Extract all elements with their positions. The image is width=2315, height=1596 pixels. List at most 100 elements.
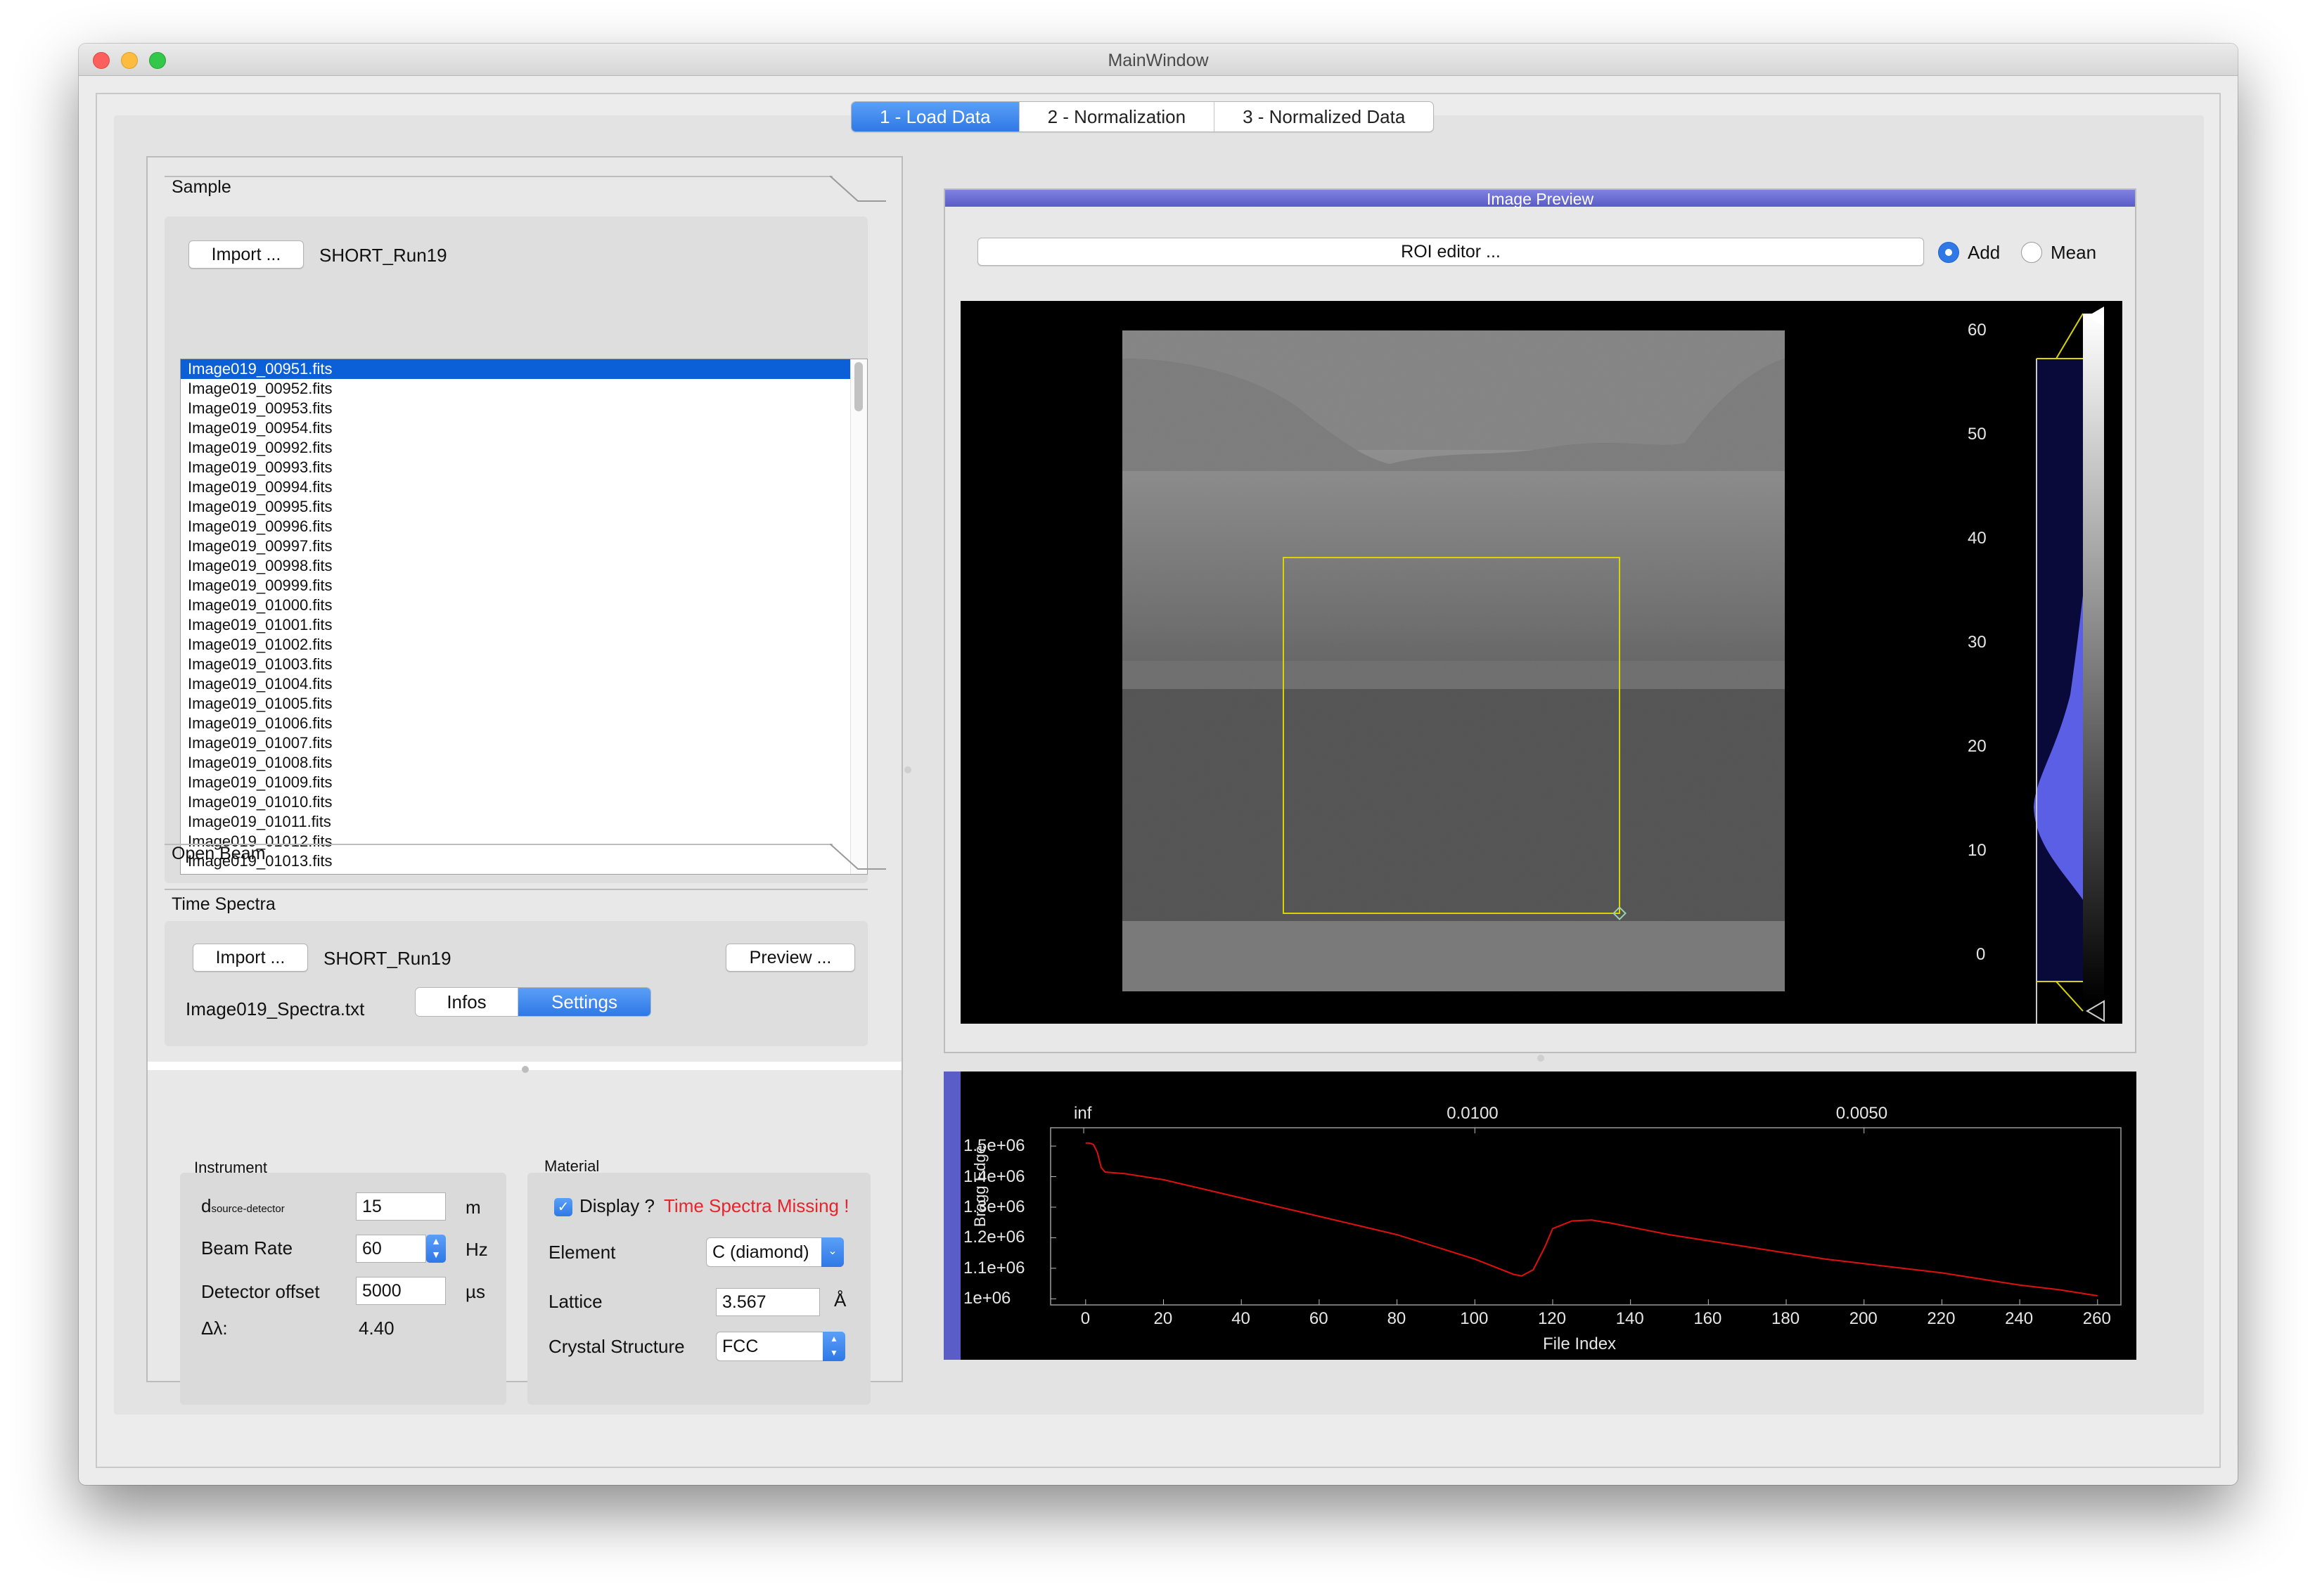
top-axis-tick-label: 0.0050	[1835, 1104, 1888, 1123]
list-item[interactable]: Image019_00953.fits	[188, 399, 333, 417]
list-item[interactable]: Image019_00993.fits	[188, 458, 333, 476]
list-item[interactable]: Image019_01002.fits	[188, 636, 333, 653]
add-mode-radio[interactable]	[1938, 242, 1959, 263]
sample-run-name: SHORT_Run19	[319, 245, 447, 266]
file-list-scroll-track[interactable]	[850, 359, 867, 874]
list-item[interactable]: Image019_00951.fits	[181, 359, 867, 379]
bragg-edge-plot[interactable]: 0 20 40 60 80 100 120 140 160 180 200 220 240 260 1.5e…	[944, 1071, 2136, 1360]
window-title: MainWindow	[1108, 51, 1209, 70]
tab-load-data[interactable]: 1 - Load Data	[852, 102, 1020, 131]
list-item[interactable]: Image019_00954.fits	[188, 419, 333, 437]
list-item[interactable]: Image019_00995.fits	[188, 498, 333, 515]
crystal-structure-select[interactable]: FCC ▲ ▼	[716, 1332, 845, 1361]
sample-header-line	[165, 176, 833, 177]
crystal-structure-value: FCC	[722, 1337, 759, 1356]
list-item[interactable]: Image019_01009.fits	[188, 773, 333, 791]
x-tick-label: 20	[1153, 1309, 1173, 1328]
list-item[interactable]: Image019_01008.fits	[188, 754, 333, 771]
bragg-edge-series-line	[1085, 1142, 2098, 1296]
list-item[interactable]: Image019_01006.fits	[188, 714, 333, 732]
list-item[interactable]: Image019_01010.fits	[188, 793, 333, 811]
top-axis-tick-label: inf	[1074, 1104, 1092, 1123]
detector-offset-input[interactable]: 5000	[356, 1277, 446, 1305]
crystal-structure-label: Crystal Structure	[549, 1336, 685, 1357]
list-item[interactable]: Image019_00999.fits	[188, 577, 333, 594]
bragg-edge-chart	[1050, 1127, 2122, 1306]
list-item[interactable]: Image019_01013.fits	[188, 852, 333, 870]
time-spectra-header: Time Spectra	[172, 894, 276, 914]
add-mode-label: Add	[1968, 242, 2001, 263]
sample-import-button[interactable]: Import ...	[188, 240, 304, 269]
roi-editor-button[interactable]: ROI editor ...	[977, 238, 1924, 266]
list-item[interactable]: Image019_01007.fits	[188, 734, 333, 752]
list-item[interactable]: Image019_01001.fits	[188, 616, 333, 633]
detector-offset-unit: µs	[466, 1281, 485, 1302]
image-viewer[interactable]	[961, 301, 1951, 1024]
x-tick-label: 240	[2005, 1309, 2034, 1328]
x-tick-label: 60	[1309, 1309, 1328, 1328]
file-list-scrollbar[interactable]	[854, 362, 863, 411]
vertical-splitter-handle[interactable]	[904, 766, 911, 773]
file-rows: Image019_00951.fits Image019_00952.fits Im…	[181, 359, 867, 871]
distance-label-subscript: source-detector	[211, 1203, 285, 1215]
list-item[interactable]: Image019_01000.fits	[188, 596, 333, 614]
list-item[interactable]: Image019_01011.fits	[188, 813, 331, 830]
beam-rate-unit: Hz	[466, 1239, 488, 1260]
element-select[interactable]: C (diamond) ⌄	[706, 1237, 844, 1267]
sample-header-corner	[830, 176, 886, 202]
splitter-handle[interactable]	[522, 1066, 529, 1073]
material-title: Material	[544, 1157, 600, 1175]
list-item[interactable]: Image019_01003.fits	[188, 655, 333, 673]
list-item[interactable]: Image019_00996.fits	[188, 517, 333, 535]
sample-file-list[interactable]: Image019_00951.fits Image019_00952.fits Im…	[180, 359, 868, 875]
zoom-window-button[interactable]	[149, 52, 166, 69]
list-item[interactable]: Image019_01005.fits	[188, 695, 333, 712]
list-item[interactable]: Image019_00997.fits	[188, 537, 333, 555]
tab-settings[interactable]: Settings	[518, 988, 650, 1016]
chevron-down-icon[interactable]: ⌄	[821, 1237, 844, 1267]
histogram-tick-60: 60	[1968, 321, 1987, 340]
histogram-lut[interactable]: 60 50 40 30 20 10 0	[1951, 301, 2122, 1024]
xray-image	[1122, 330, 1785, 991]
sample-header[interactable]: Sample	[172, 177, 231, 197]
beam-rate-stepper[interactable]: ▲ ▼	[426, 1235, 446, 1263]
preview-splitter-handle[interactable]	[1537, 1055, 1544, 1062]
open-beam-header[interactable]: Open Beam	[172, 844, 266, 863]
distance-input[interactable]: 15	[356, 1192, 446, 1221]
tab-normalized-data[interactable]: 3 - Normalized Data	[1243, 106, 1406, 127]
display-checkbox[interactable]: ✓	[554, 1198, 572, 1216]
beam-rate-input[interactable]: 60	[356, 1235, 426, 1263]
y-tick-label: 1.3e+06	[963, 1197, 1025, 1216]
list-item[interactable]: Image019_00952.fits	[188, 380, 333, 397]
lattice-label: Lattice	[549, 1291, 603, 1312]
x-tick-label: 0	[1080, 1309, 1091, 1328]
tab-normalization[interactable]: 2 - Normalization	[1020, 102, 1215, 131]
mean-mode-radio[interactable]	[2021, 242, 2042, 263]
time-spectra-preview-button[interactable]: Preview ...	[726, 944, 855, 972]
lattice-unit: Å	[834, 1289, 847, 1311]
settings-tab-bar: Infos Settings	[415, 987, 651, 1017]
image-preview-panel: Image Preview ROI editor ... Add Mean	[944, 188, 2136, 1053]
roi-rectangle[interactable]	[1283, 557, 1627, 920]
time-spectra-import-button[interactable]: Import ...	[193, 944, 308, 972]
distance-label-main: d	[201, 1195, 212, 1216]
x-tick-label: 40	[1231, 1309, 1250, 1328]
stepper-icon[interactable]: ▲ ▼	[823, 1332, 845, 1361]
close-window-button[interactable]	[93, 52, 110, 69]
y-tick-label: 1.2e+06	[963, 1228, 1025, 1247]
list-item[interactable]: Image019_01012.fits	[188, 832, 333, 850]
list-item[interactable]: Image019_01004.fits	[188, 675, 333, 693]
beam-rate-label: Beam Rate	[201, 1237, 293, 1259]
main-tab-bar: 1 - Load Data 2 - Normalization 3 - Norm…	[851, 101, 1435, 132]
lattice-input[interactable]: 3.567	[716, 1288, 820, 1316]
open-beam-header-line	[165, 844, 833, 845]
list-item[interactable]: Image019_00994.fits	[188, 478, 333, 496]
histogram-tick-20: 20	[1968, 737, 1987, 756]
minimize-window-button[interactable]	[121, 52, 138, 69]
list-item[interactable]: Image019_00998.fits	[188, 557, 333, 574]
x-tick-label: 100	[1460, 1309, 1489, 1328]
list-item[interactable]: Image019_00992.fits	[188, 439, 333, 456]
tab-infos[interactable]: Infos	[416, 988, 518, 1016]
histogram-tick-0: 0	[1976, 945, 1986, 964]
instrument-group	[180, 1173, 506, 1405]
